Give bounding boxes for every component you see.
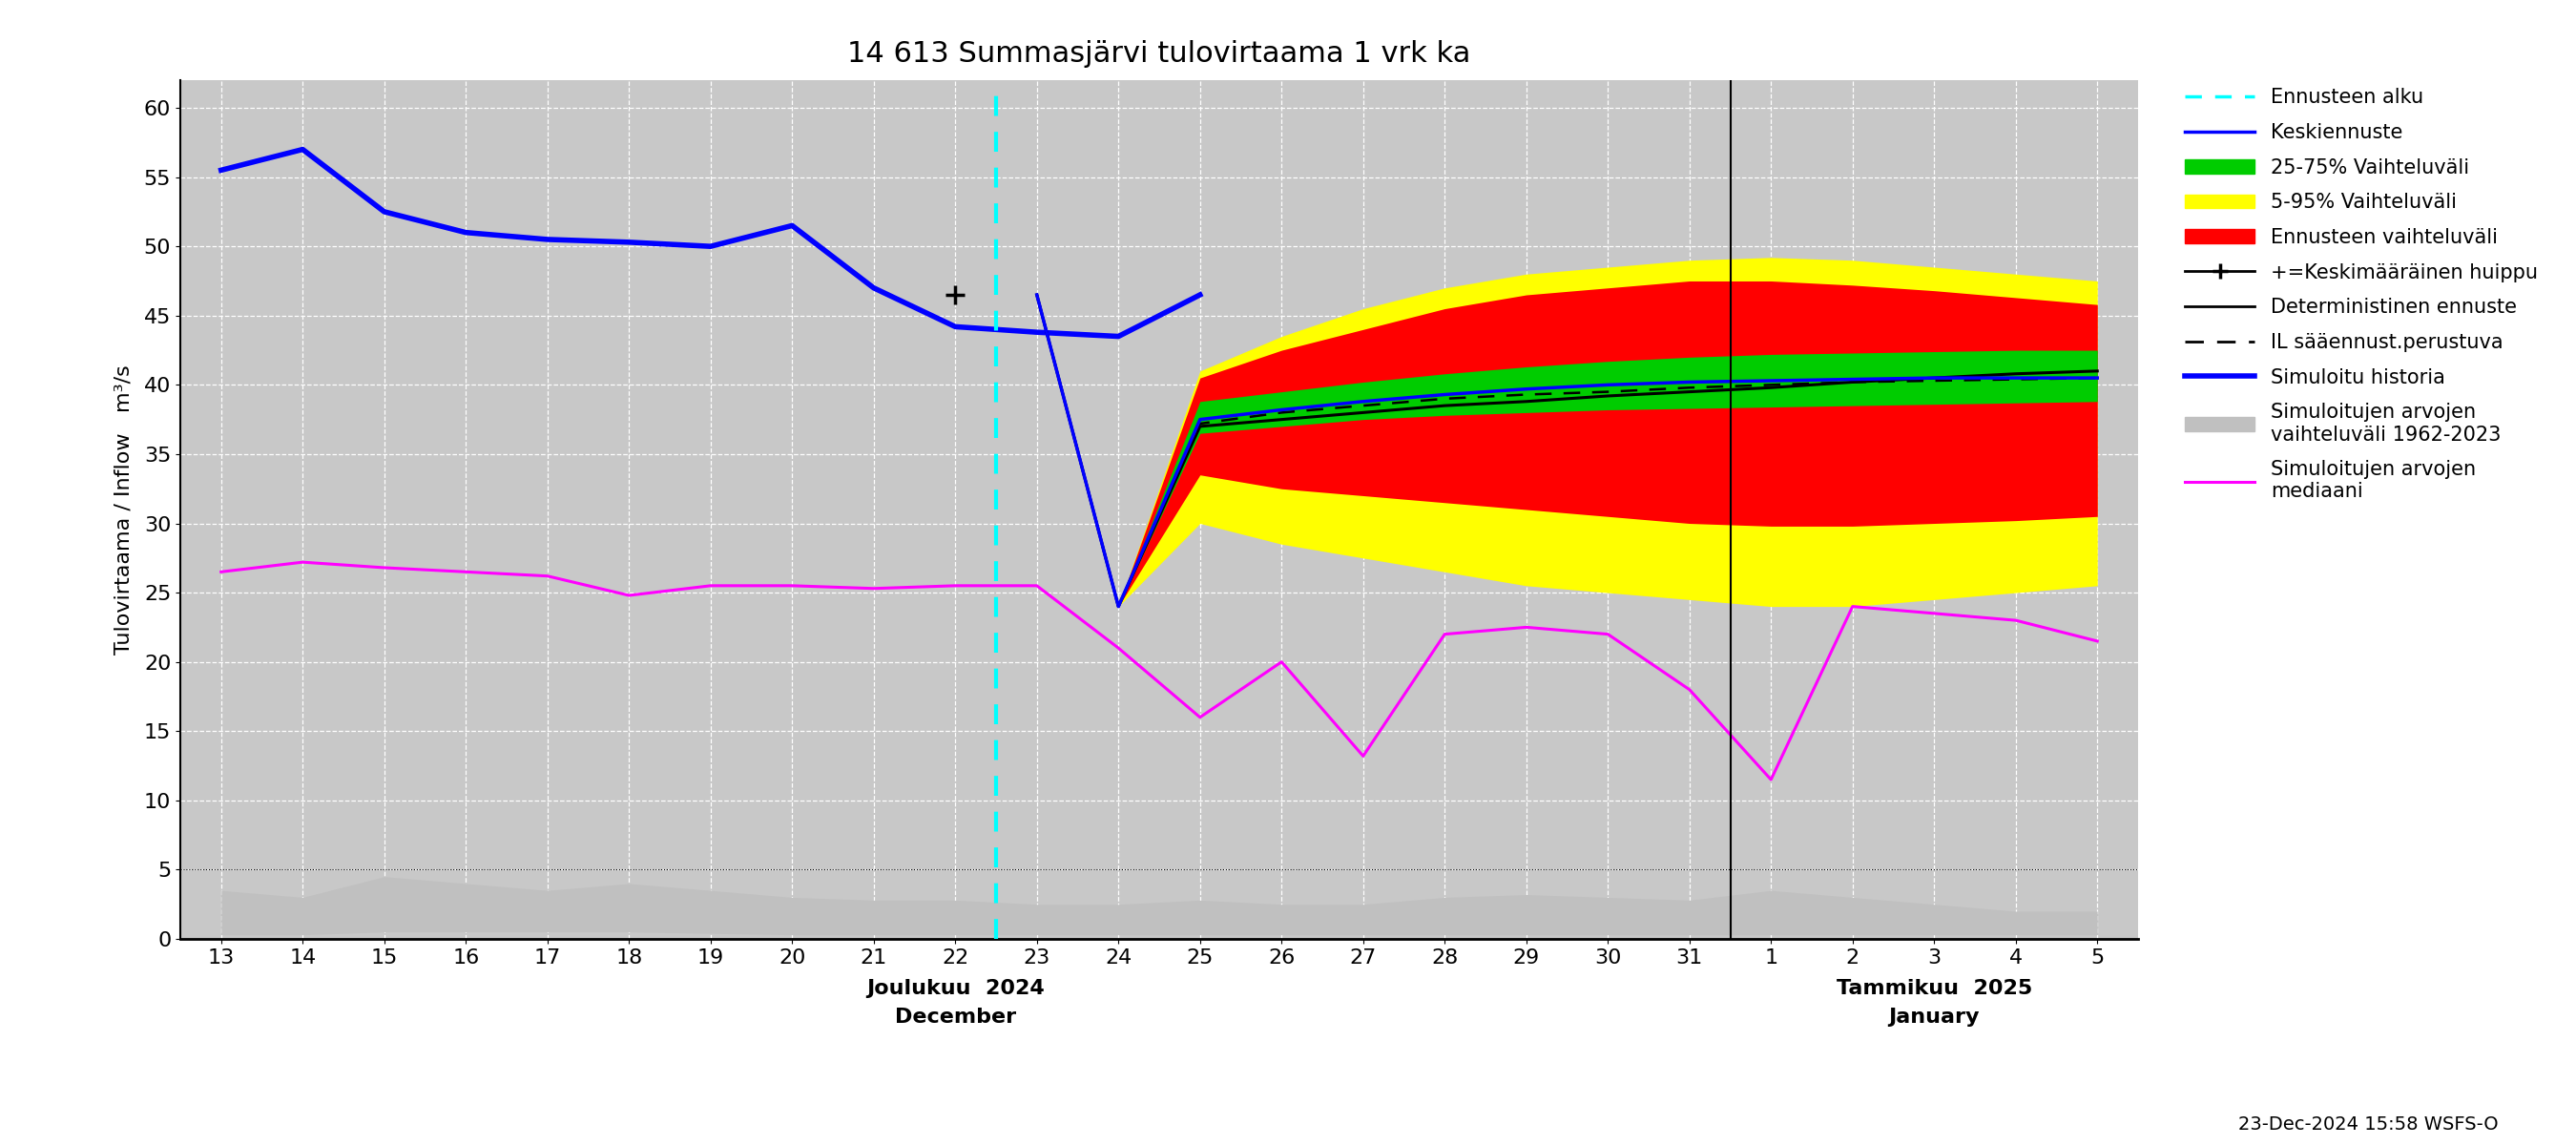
Text: January: January <box>1888 1008 1981 1027</box>
Title: 14 613 Summasjärvi tulovirtaama 1 vrk ka: 14 613 Summasjärvi tulovirtaama 1 vrk ka <box>848 40 1471 68</box>
Legend: Ennusteen alku, Keskiennuste, 25-75% Vaihteluväli, 5-95% Vaihteluväli, Ennusteen: Ennusteen alku, Keskiennuste, 25-75% Vai… <box>2177 80 2545 510</box>
Y-axis label: Tulovirtaama / Inflow   m³/s: Tulovirtaama / Inflow m³/s <box>113 364 134 655</box>
Text: Tammikuu  2025: Tammikuu 2025 <box>1837 979 2032 997</box>
Text: Joulukuu  2024: Joulukuu 2024 <box>866 979 1043 997</box>
Text: December: December <box>894 1008 1015 1027</box>
Text: 23-Dec-2024 15:58 WSFS-O: 23-Dec-2024 15:58 WSFS-O <box>2239 1115 2499 1134</box>
